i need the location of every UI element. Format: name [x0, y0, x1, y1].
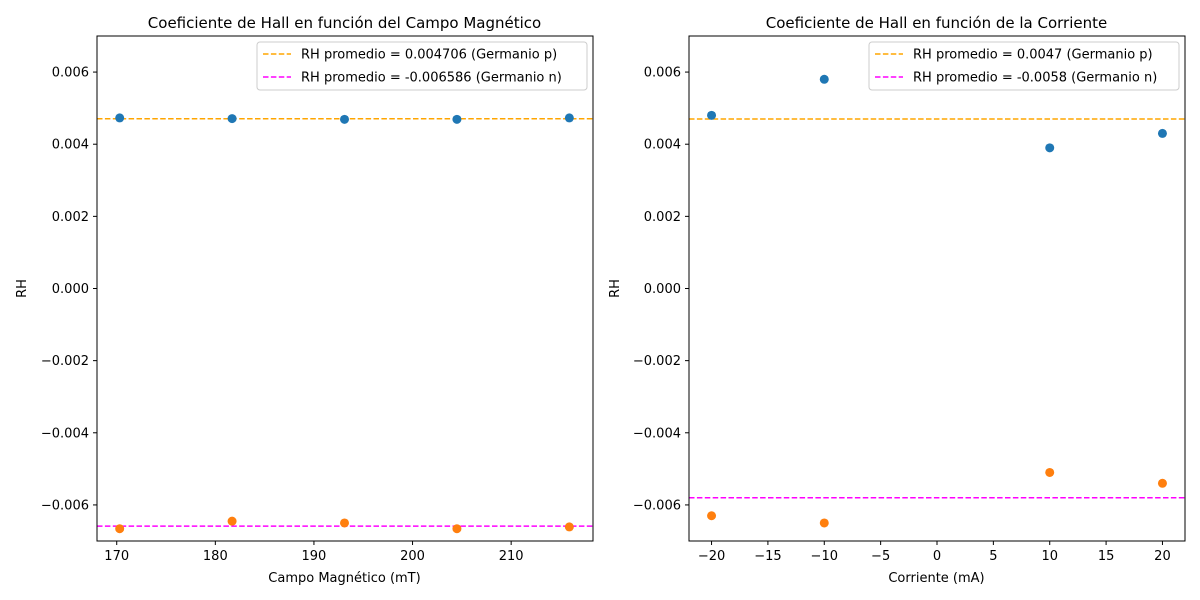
- data-point-series-0: [1157, 128, 1167, 138]
- x-axis-label: Corriente (mA): [888, 571, 984, 586]
- y-tick-label: 0.004: [644, 138, 681, 153]
- legend-entry: RH promedio = -0.0058 (Germanio n): [913, 71, 1157, 86]
- data-point-series-1: [819, 518, 829, 528]
- chart-panel-magnetic-field: Coeficiente de Hall en función del Campo…: [15, 14, 594, 586]
- y-tick-label: 0.004: [52, 138, 89, 153]
- data-point-series-0: [819, 74, 829, 84]
- plot-area: −20 −15 −10 −5 0 5 10 15 20 −0.006 −0.004 −0.002 0.0…: [633, 35, 1186, 564]
- x-tick-label: 170: [104, 549, 129, 564]
- chart-title: Coeficiente de Hall en función del Campo…: [148, 14, 541, 32]
- data-point-series-1: [1045, 467, 1055, 477]
- data-point-series-0: [707, 110, 717, 120]
- data-point-series-1: [115, 524, 125, 534]
- legend-entry: RH promedio = -0.006586 (Germanio n): [301, 71, 562, 86]
- x-tick-label: 0: [933, 549, 941, 564]
- data-point-series-0: [452, 114, 462, 124]
- chart-title: Coeficiente de Hall en función de la Cor…: [766, 14, 1108, 32]
- y-tick-label: 0.002: [644, 210, 681, 225]
- data-point-series-1: [707, 511, 717, 521]
- x-tick-label: 15: [1098, 549, 1115, 564]
- y-tick-label: 0.002: [52, 210, 89, 225]
- y-tick-label: 0.006: [644, 66, 681, 81]
- legend-box: [868, 41, 1180, 91]
- data-point-series-1: [340, 518, 350, 528]
- x-tick-label: −15: [754, 549, 781, 564]
- y-tick-label: 0.000: [52, 282, 89, 297]
- y-tick-label: −0.006: [41, 498, 89, 513]
- legend-entry: RH promedio = 0.004706 (Germanio p): [301, 48, 557, 63]
- y-tick-label: 0.006: [52, 66, 89, 81]
- x-tick-label: 210: [499, 549, 524, 564]
- legend: RH promedio = 0.004706 (Germanio p) RH pr…: [256, 41, 588, 91]
- data-point-series-0: [340, 114, 350, 124]
- data-point-series-0: [1045, 143, 1055, 153]
- x-tick-label: 200: [400, 549, 425, 564]
- x-tick-label: −20: [698, 549, 725, 564]
- data-point-series-0: [115, 113, 125, 123]
- data-point-series-0: [227, 114, 237, 124]
- x-tick-label: 5: [989, 549, 997, 564]
- y-tick-label: −0.004: [633, 426, 681, 441]
- x-tick-label: 10: [1041, 549, 1058, 564]
- data-point-series-1: [564, 522, 574, 532]
- plot-area: 170 180 190 200 210 −0.006 −0.004 −0.002 0.000 0.…: [41, 35, 594, 564]
- legend: RH promedio = 0.0047 (Germanio p) RH prom…: [868, 41, 1180, 91]
- y-tick-label: −0.002: [633, 354, 681, 369]
- y-tick-label: −0.006: [633, 498, 681, 513]
- legend-entry: RH promedio = 0.0047 (Germanio p): [913, 48, 1153, 63]
- data-point-series-1: [227, 516, 237, 526]
- y-tick-label: 0.000: [644, 282, 681, 297]
- x-tick-label: 190: [302, 549, 327, 564]
- x-tick-label: 20: [1154, 549, 1171, 564]
- y-axis-label: RH: [608, 279, 623, 298]
- legend-box: [256, 41, 588, 91]
- x-tick-label: 180: [203, 549, 228, 564]
- x-tick-label: −10: [811, 549, 838, 564]
- y-tick-label: −0.002: [41, 354, 89, 369]
- data-point-series-0: [564, 113, 574, 123]
- x-axis-label: Campo Magnético (mT): [268, 571, 420, 586]
- x-tick-label: −5: [871, 549, 890, 564]
- y-axis-label: RH: [15, 279, 30, 298]
- y-tick-label: −0.004: [41, 426, 89, 441]
- data-point-series-1: [1157, 478, 1167, 488]
- data-point-series-1: [452, 524, 462, 534]
- chart-panel-current: Coeficiente de Hall en función de la Cor…: [608, 14, 1186, 586]
